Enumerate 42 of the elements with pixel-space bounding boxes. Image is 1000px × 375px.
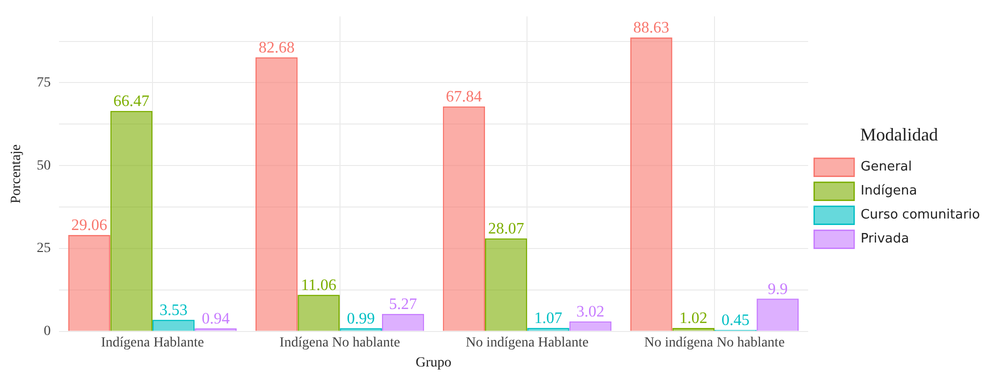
- data-label: 29.06: [71, 217, 108, 234]
- bar: [442, 106, 485, 331]
- bar: [630, 38, 672, 331]
- data-label: 88.63: [633, 20, 670, 37]
- legend-label: General: [860, 160, 912, 175]
- data-label: 1.02: [679, 310, 708, 328]
- bar: [68, 235, 110, 331]
- data-label: 5.27: [389, 296, 418, 314]
- data-label: 28.07: [488, 220, 524, 238]
- bar: [382, 314, 424, 331]
- y-axis-title: Porcentaje: [9, 144, 24, 204]
- bar: [569, 321, 612, 331]
- x-tick-label: No indígena Hablante: [466, 335, 589, 350]
- data-label: 9.9: [768, 280, 788, 298]
- data-label: 3.53: [160, 302, 188, 319]
- y-tick-label: 50: [36, 158, 51, 174]
- data-label: 67.84: [446, 88, 482, 106]
- bar: [756, 298, 799, 331]
- bar: [152, 320, 195, 331]
- y-tick-label: 25: [36, 241, 51, 256]
- x-tick-label: Indígena Hablante: [100, 335, 204, 350]
- data-label: 0.99: [346, 310, 375, 328]
- bar: [256, 57, 298, 331]
- x-tick-label: Indígena No hablante: [280, 335, 400, 350]
- y-tick-label: 75: [36, 75, 51, 90]
- data-label: 11.06: [301, 276, 336, 294]
- data-label: 66.47: [113, 93, 150, 110]
- data-label: 1.07: [534, 310, 562, 328]
- bar: [110, 111, 152, 331]
- data-label: 0.94: [202, 310, 230, 328]
- legend-label: Indígena: [860, 184, 918, 199]
- x-tick-label: No indígena No hablante: [644, 335, 785, 350]
- legend-title: Modalidad: [860, 124, 938, 144]
- bar: [484, 238, 528, 331]
- legend-label: Curso comunitario: [860, 208, 980, 223]
- y-tick-label: 0: [44, 324, 51, 340]
- data-label: 3.02: [576, 304, 604, 321]
- legend-label: Privada: [860, 232, 910, 247]
- data-label: 82.68: [258, 39, 295, 56]
- bar: [298, 294, 340, 331]
- data-label: 0.45: [722, 312, 750, 330]
- x-axis-title: Grupo: [416, 355, 452, 370]
